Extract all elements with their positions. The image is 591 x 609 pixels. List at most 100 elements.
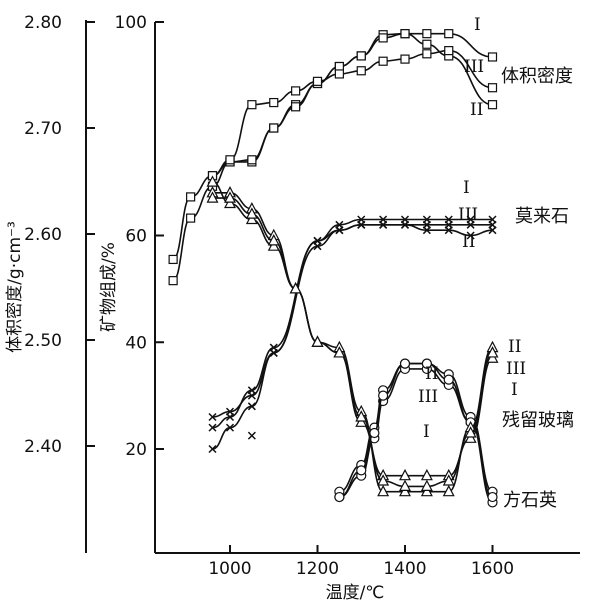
roman-label: III	[418, 387, 438, 407]
square-marker	[186, 213, 196, 223]
x-marker	[422, 220, 431, 229]
triangle-marker	[245, 207, 258, 219]
triangle-marker	[377, 484, 390, 497]
triangle-marker	[420, 479, 433, 491]
square-marker	[487, 83, 498, 93]
square-marker	[422, 39, 432, 49]
roman-label: I	[511, 380, 518, 400]
right-y-tick-label: 40	[125, 333, 147, 353]
roman-label: I	[463, 178, 470, 198]
x-marker	[444, 220, 453, 229]
left-y-tick-label: 2.60	[24, 225, 62, 245]
roman-label: I	[474, 15, 481, 35]
roman-label: III	[458, 205, 478, 225]
roman-label: II	[425, 364, 438, 384]
x-marker	[225, 423, 235, 432]
x-marker	[247, 402, 256, 411]
square-marker	[291, 102, 301, 112]
square-marker	[291, 86, 301, 96]
circle-marker	[369, 427, 380, 439]
series-line	[212, 224, 493, 450]
triangle-marker	[377, 474, 390, 486]
square-marker	[186, 192, 196, 202]
x-marker	[247, 431, 256, 440]
circle-marker	[334, 491, 345, 503]
circle-marker	[399, 358, 411, 369]
x-marker	[466, 231, 475, 240]
roman-label: III	[506, 359, 526, 379]
x-tick-label: 1000	[208, 559, 251, 579]
triangle-marker	[442, 484, 455, 497]
roman-label: I	[423, 422, 430, 442]
x-marker	[488, 220, 497, 229]
triangle-marker	[311, 335, 324, 347]
left-y-tick-label: 2.50	[24, 331, 62, 351]
triangle-marker	[333, 346, 346, 358]
triangle-marker	[355, 410, 368, 422]
square-marker	[334, 69, 344, 79]
square-marker	[400, 29, 410, 39]
x-marker	[466, 220, 475, 229]
x-tick-label: 1600	[471, 559, 514, 579]
square-marker	[334, 61, 344, 72]
circle-marker	[378, 390, 389, 401]
square-marker	[168, 276, 178, 286]
circle-marker	[421, 358, 432, 369]
right-y-tick-label: 20	[125, 440, 147, 460]
roman-label: III	[464, 57, 484, 77]
series-line	[212, 197, 493, 488]
series	[168, 29, 499, 508]
triangle-marker	[206, 191, 219, 203]
x-marker	[269, 343, 278, 352]
circle-marker	[487, 491, 498, 503]
x-marker	[335, 226, 344, 235]
triangle-marker	[442, 474, 455, 486]
x-axis-title: 温度/℃	[326, 583, 385, 603]
triangle-marker	[486, 346, 499, 358]
axes	[85, 20, 580, 554]
x-marker	[357, 220, 366, 229]
roman-label: II	[470, 100, 483, 120]
x-marker	[208, 423, 217, 432]
x-marker	[208, 412, 217, 422]
left-y-tick-label: 2.80	[24, 13, 62, 33]
x-marker	[379, 220, 388, 229]
roman-label: II	[508, 337, 521, 357]
x-tick-label: 1400	[383, 559, 426, 579]
x-marker	[313, 236, 322, 245]
triangle-marker	[224, 191, 236, 203]
square-marker	[168, 254, 178, 265]
square-marker	[269, 123, 279, 133]
square-marker	[247, 100, 257, 110]
glass-label: 残留玻璃	[502, 410, 574, 431]
roman-label: II	[462, 232, 475, 252]
square-marker	[356, 51, 366, 61]
ticks: 2.80 2.70 2.60 2.50 2.40 100 60 40 20 1000 1200 140…	[24, 13, 514, 579]
square-marker	[356, 66, 366, 76]
cristobalite-label: 方石英	[503, 490, 557, 511]
density-label: 体积密度	[501, 66, 573, 87]
triangle-marker	[289, 282, 302, 294]
square-marker	[444, 29, 454, 39]
triangle-marker	[267, 234, 280, 246]
square-marker	[312, 76, 323, 86]
mullite-label: 莫来石	[515, 206, 569, 227]
x-marker	[400, 220, 410, 229]
square-marker	[247, 155, 257, 165]
x-marker	[247, 386, 256, 395]
right-y-tick-label: 60	[125, 227, 147, 247]
circle-marker	[356, 465, 367, 476]
left-y-tick-label: 2.70	[24, 119, 62, 139]
square-marker	[400, 54, 410, 64]
square-marker	[378, 33, 388, 43]
left-y-axis-title: 体积密度/g·cm⁻³	[5, 221, 25, 353]
square-marker	[269, 97, 279, 108]
triangle-marker	[399, 479, 411, 491]
x-marker	[208, 444, 217, 454]
triangle-marker	[464, 426, 477, 438]
square-marker	[225, 155, 235, 165]
square-marker	[422, 49, 432, 59]
square-marker	[444, 46, 454, 56]
